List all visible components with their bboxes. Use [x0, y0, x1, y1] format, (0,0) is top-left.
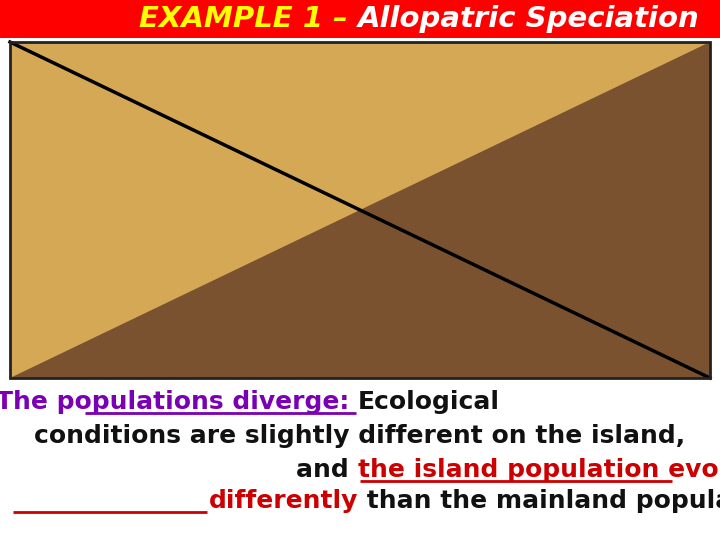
Text: the island population evolves: the island population evolves — [358, 458, 720, 482]
FancyBboxPatch shape — [0, 0, 720, 38]
Polygon shape — [10, 42, 710, 378]
Text: Allopatric Speciation: Allopatric Speciation — [358, 5, 700, 33]
Text: differently: differently — [209, 489, 358, 513]
Text: Ecological: Ecological — [358, 390, 500, 414]
Text: than the mainland population does.: than the mainland population does. — [358, 489, 720, 513]
Text: EXAMPLE 1 –: EXAMPLE 1 – — [139, 5, 358, 33]
Text: conditions are slightly different on the island,: conditions are slightly different on the… — [35, 424, 685, 448]
Text: The populations diverge:: The populations diverge: — [0, 390, 358, 414]
Text: and: and — [297, 458, 358, 482]
Polygon shape — [10, 42, 710, 378]
